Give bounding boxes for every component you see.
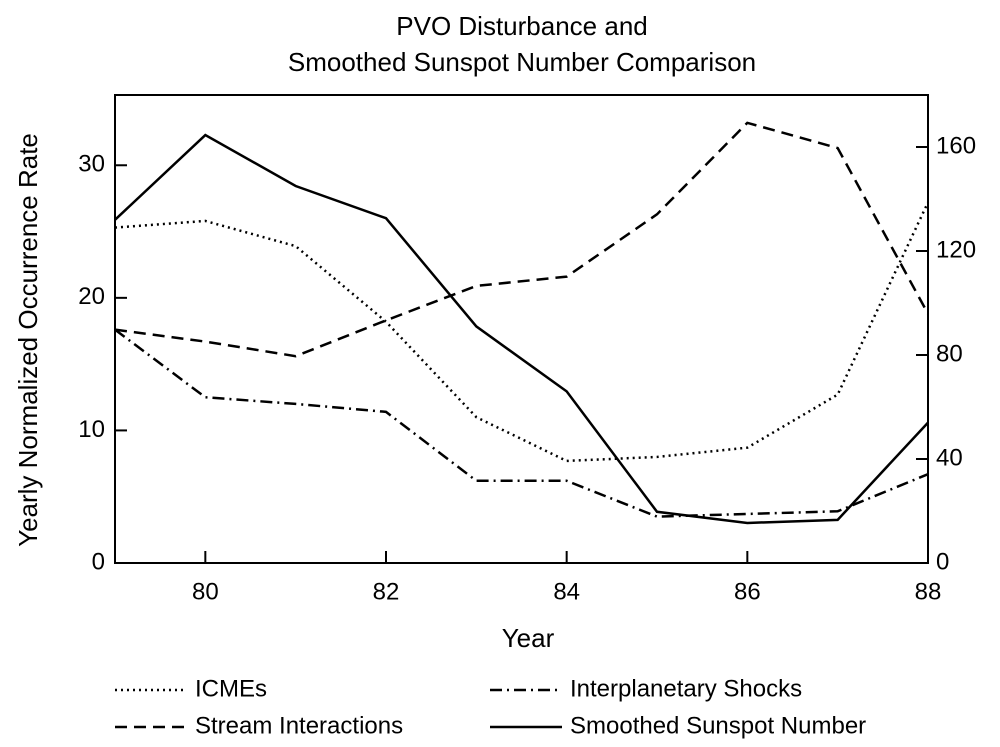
y2-tick-label: 0 <box>936 548 949 575</box>
y2-tick-label: 120 <box>936 236 976 263</box>
x-tick-label: 80 <box>192 578 219 605</box>
y-axis-label: Yearly Normalized Occurrence Rate <box>13 133 43 547</box>
chart-title: PVO Disturbance and <box>396 11 647 41</box>
legend-label: Stream Interactions <box>195 712 403 739</box>
x-tick-label: 84 <box>553 578 580 605</box>
legend-label: Smoothed Sunspot Number <box>570 712 866 739</box>
y-tick-label: 30 <box>78 151 105 178</box>
legend-label: Interplanetary Shocks <box>570 675 802 702</box>
legend-label: ICMEs <box>195 675 267 702</box>
series-line <box>114 201 930 463</box>
series-line <box>114 121 930 358</box>
y-tick-label: 20 <box>78 283 105 310</box>
y2-tick-label: 40 <box>936 444 963 471</box>
x-axis-label: Year <box>502 623 555 653</box>
series-line <box>114 133 929 525</box>
series-line <box>114 328 929 518</box>
y-tick-label: 0 <box>92 548 105 575</box>
x-tick-label: 86 <box>734 578 761 605</box>
y2-tick-label: 80 <box>936 340 963 367</box>
x-tick-label: 82 <box>373 578 400 605</box>
y2-tick-label: 160 <box>936 132 976 159</box>
y-tick-label: 10 <box>78 416 105 443</box>
chart-title: Smoothed Sunspot Number Comparison <box>288 47 756 77</box>
plot-frame <box>114 94 929 564</box>
x-tick-label: 88 <box>915 578 942 605</box>
